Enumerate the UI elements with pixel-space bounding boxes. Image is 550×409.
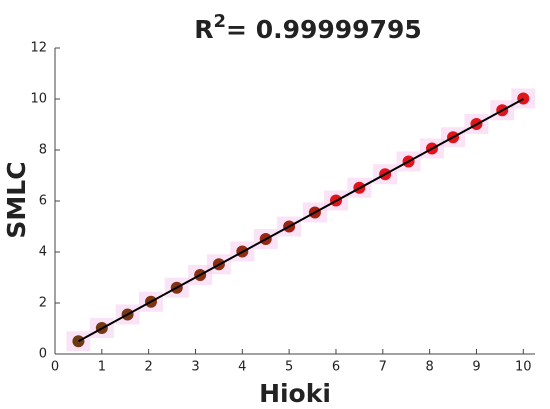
point <box>517 92 530 105</box>
x-tick-label: 1 <box>98 360 106 375</box>
title-rest: = 0.99999795 <box>226 15 422 44</box>
x-tick-label: 10 <box>515 360 532 375</box>
x-tick-label: 3 <box>191 360 199 375</box>
y-tick-label: 2 <box>39 296 47 311</box>
title-base: R <box>194 15 213 44</box>
chart-title: R2= 0.99999795 <box>194 11 422 44</box>
title-superscript: 2 <box>214 11 227 32</box>
x-tick-label: 6 <box>332 360 340 375</box>
x-tick-label: 7 <box>379 360 387 375</box>
y-tick-label: 10 <box>30 92 47 107</box>
x-axis-label: Hioki <box>259 379 331 408</box>
x-tick-label: 2 <box>145 360 153 375</box>
fit-line <box>77 98 524 343</box>
y-tick-label: 12 <box>30 41 47 56</box>
y-tick-label: 6 <box>39 194 47 209</box>
y-tick-label: 0 <box>39 347 47 362</box>
x-tick-label: 8 <box>425 360 433 375</box>
x-tick-label: 9 <box>472 360 480 375</box>
x-tick-label: 5 <box>285 360 293 375</box>
x-tick-label: 0 <box>51 360 59 375</box>
y-tick-label: 4 <box>39 245 47 260</box>
x-tick-label: 4 <box>238 360 246 375</box>
y-axis-label: SMLC <box>2 161 31 238</box>
y-tick-label: 8 <box>39 143 47 158</box>
